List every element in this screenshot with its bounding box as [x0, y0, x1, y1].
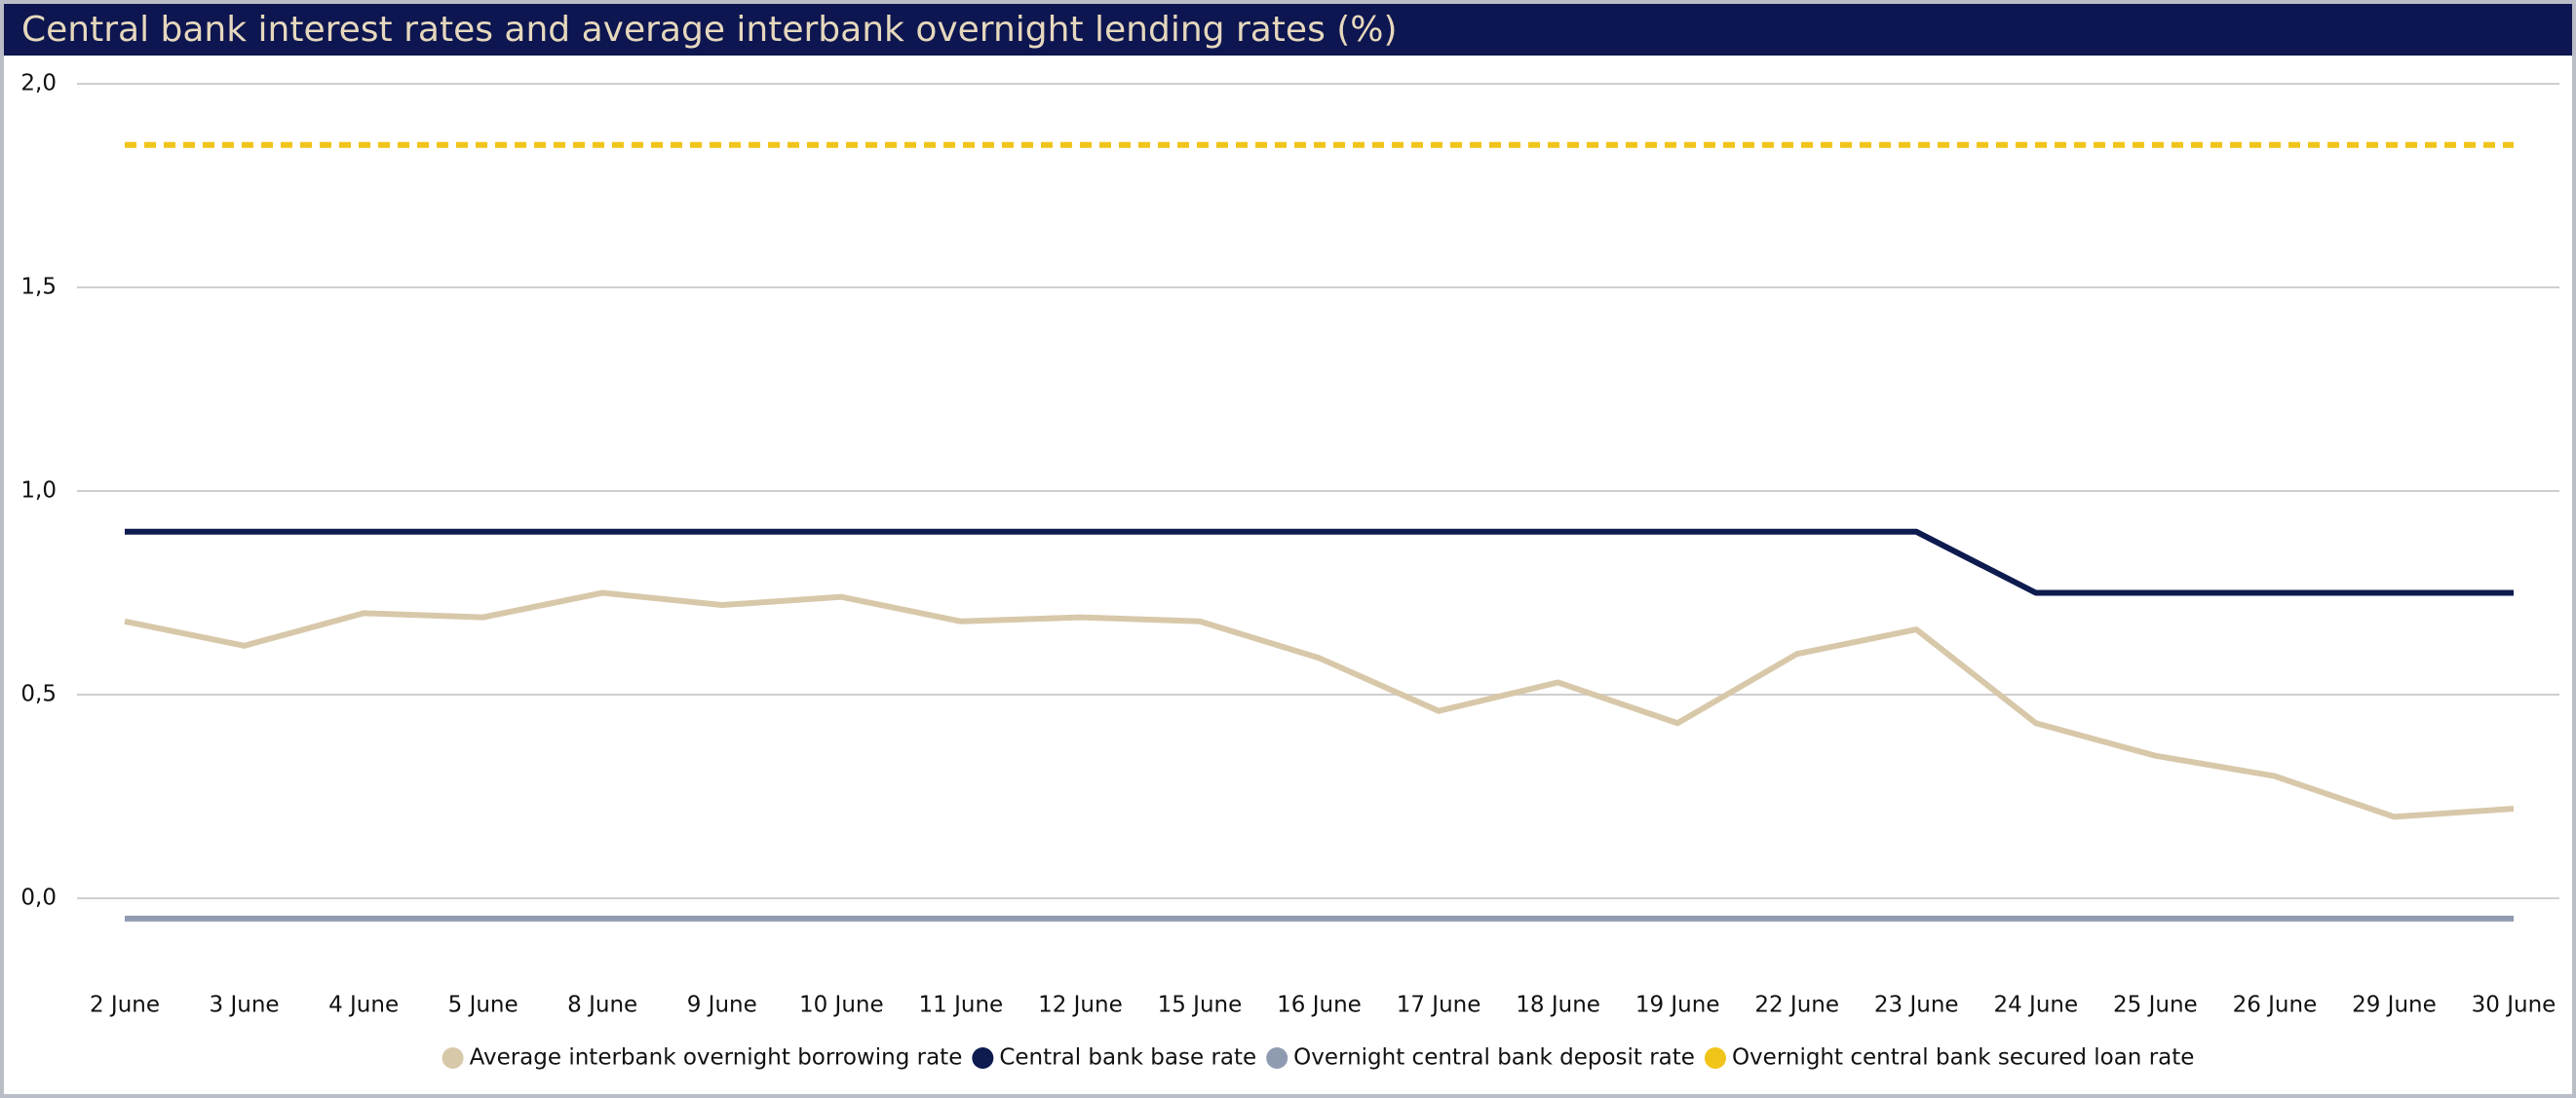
x-tick-label: 25 June [2113, 993, 2198, 1018]
x-tick-label: 24 June [1993, 993, 2078, 1018]
series-line [125, 528, 2514, 596]
x-tick-label: 10 June [799, 993, 884, 1018]
legend-marker [1266, 1047, 1288, 1069]
x-tick-label: 30 June [2472, 993, 2557, 1018]
title-bar [4, 4, 2572, 56]
x-tick-label: 23 June [1874, 993, 1959, 1018]
x-tick-label: 29 June [2352, 993, 2437, 1018]
x-tick-label: 17 June [1397, 993, 1481, 1018]
x-tick-label: 15 June [1158, 993, 1243, 1018]
chart-background [4, 4, 2572, 1094]
y-tick-label: 1,5 [20, 275, 57, 300]
legend-label: Central bank base rate [999, 1045, 1256, 1071]
x-tick-label: 18 June [1516, 993, 1600, 1018]
x-tick-label: 11 June [919, 993, 1004, 1018]
y-tick-label: 1,0 [20, 478, 57, 504]
x-tick-label: 26 June [2233, 993, 2318, 1018]
x-tick-label: 3 June [210, 993, 280, 1018]
x-tick-label: 12 June [1038, 993, 1123, 1018]
legend-label: Overnight central bank deposit rate [1293, 1045, 1695, 1071]
legend-marker [972, 1047, 994, 1069]
x-tick-label: 22 June [1754, 993, 1839, 1018]
series-line [124, 589, 2515, 820]
legend-marker [442, 1047, 464, 1069]
y-tick-label: 2,0 [20, 71, 57, 96]
y-tick-label: 0,5 [20, 682, 57, 707]
x-tick-label: 5 June [448, 993, 519, 1018]
x-tick-label: 19 June [1635, 993, 1720, 1018]
x-tick-label: 2 June [90, 993, 160, 1018]
legend-label: Overnight central bank secured loan rate [1732, 1045, 2194, 1071]
x-tick-label: 16 June [1277, 993, 1362, 1018]
legend-label: Average interbank overnight borrowing ra… [470, 1045, 963, 1071]
x-tick-label: 9 June [687, 993, 757, 1018]
chart-title: Central bank interest rates and average … [21, 10, 1398, 50]
x-tick-label: 4 June [328, 993, 399, 1018]
y-tick-label: 0,0 [20, 886, 57, 911]
x-tick-label: 8 June [567, 993, 637, 1018]
legend-marker [1704, 1047, 1726, 1069]
